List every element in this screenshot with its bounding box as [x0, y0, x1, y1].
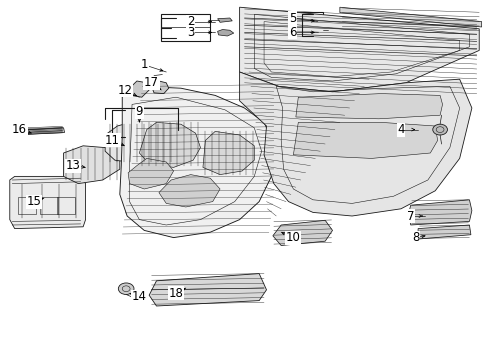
Text: 13: 13: [66, 159, 81, 172]
Text: 14: 14: [132, 291, 146, 303]
Polygon shape: [139, 122, 200, 167]
Text: 6: 6: [288, 26, 296, 39]
Polygon shape: [326, 26, 341, 33]
Text: 16: 16: [12, 123, 27, 136]
Polygon shape: [272, 220, 332, 246]
Polygon shape: [151, 81, 168, 94]
Text: 9: 9: [135, 105, 143, 118]
Bar: [57, 197, 75, 214]
Text: 1: 1: [140, 58, 148, 71]
Text: 2: 2: [186, 15, 194, 28]
Polygon shape: [339, 7, 481, 27]
Text: 8: 8: [411, 231, 419, 244]
Text: 11: 11: [105, 134, 120, 147]
Polygon shape: [417, 225, 470, 239]
Text: 18: 18: [168, 287, 183, 300]
Polygon shape: [15, 128, 64, 135]
Polygon shape: [149, 274, 266, 306]
Bar: [40, 197, 58, 214]
Polygon shape: [239, 72, 471, 216]
Polygon shape: [239, 7, 478, 92]
Polygon shape: [63, 146, 120, 184]
Text: 7: 7: [406, 210, 414, 222]
Text: 3: 3: [186, 26, 194, 39]
Text: 5: 5: [288, 12, 296, 24]
Text: 10: 10: [285, 231, 300, 244]
Polygon shape: [203, 131, 254, 175]
Text: 15: 15: [27, 195, 41, 208]
Polygon shape: [120, 86, 273, 238]
Polygon shape: [295, 94, 442, 119]
Polygon shape: [159, 175, 220, 207]
Text: 12: 12: [117, 84, 132, 96]
Polygon shape: [293, 122, 437, 158]
Polygon shape: [105, 121, 176, 164]
Polygon shape: [217, 30, 233, 36]
Polygon shape: [129, 81, 149, 97]
Polygon shape: [407, 200, 471, 225]
Polygon shape: [217, 18, 232, 22]
Circle shape: [118, 283, 134, 294]
Polygon shape: [10, 176, 85, 229]
Text: 4: 4: [396, 123, 404, 136]
Text: 17: 17: [144, 76, 159, 89]
Polygon shape: [128, 158, 173, 189]
Circle shape: [432, 124, 447, 135]
Bar: [18, 197, 36, 214]
